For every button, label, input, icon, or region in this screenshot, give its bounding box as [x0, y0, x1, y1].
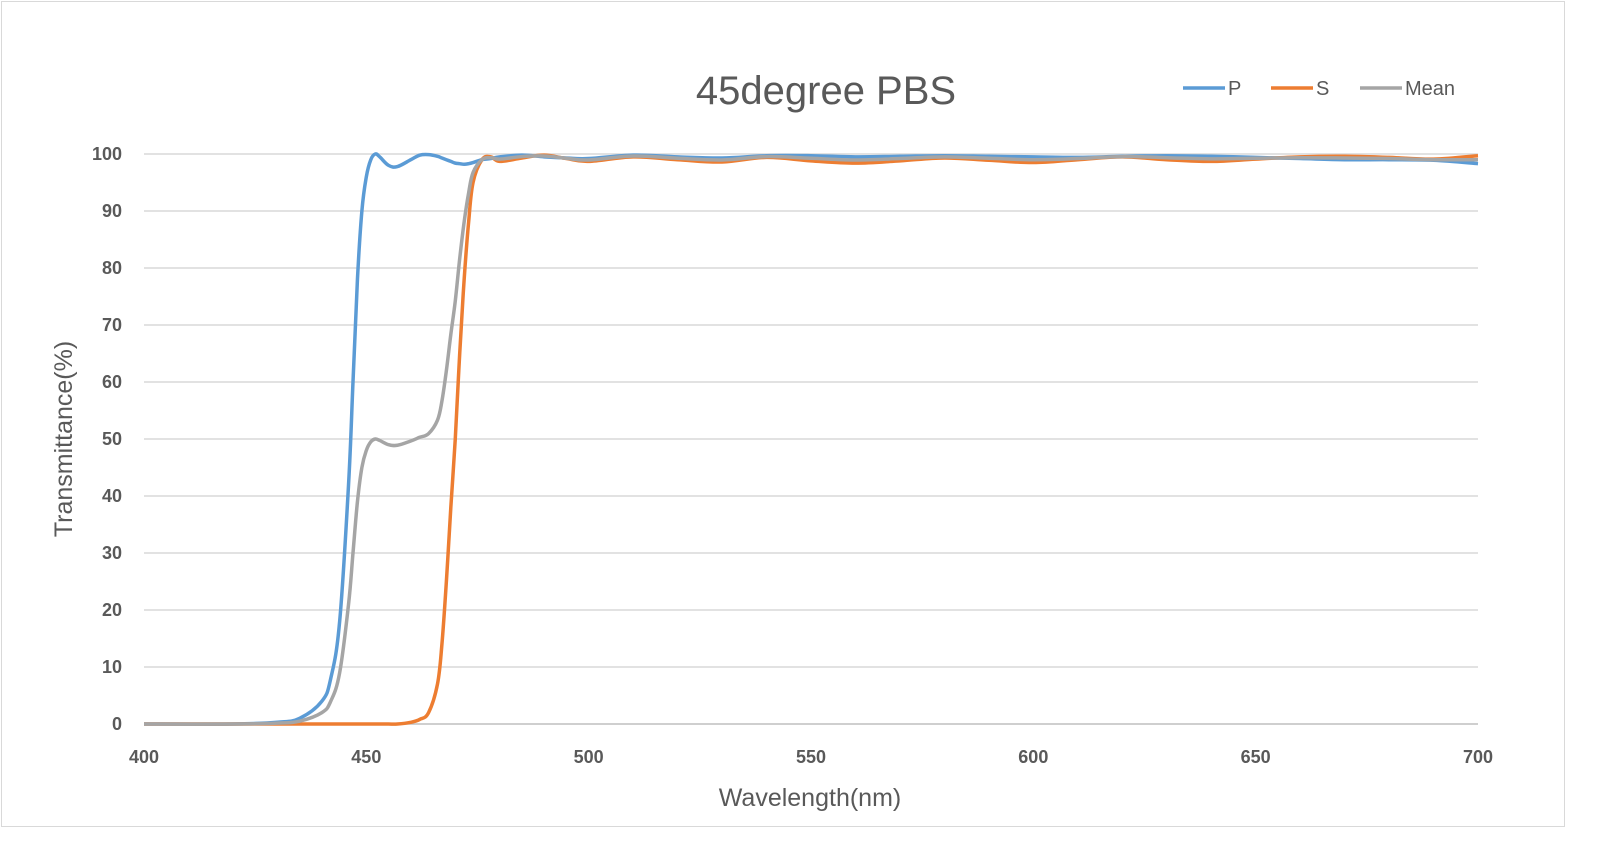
- gridlines: [144, 153, 1478, 725]
- x-axis-label: Wavelength(nm): [719, 784, 901, 812]
- y-tick-70: 70: [102, 315, 122, 335]
- x-tick-650: 650: [1241, 747, 1271, 767]
- x-tick-labels: 400 450 500 550 600 650 700: [129, 747, 1493, 767]
- y-tick-60: 60: [102, 372, 122, 392]
- x-tick-500: 500: [574, 747, 604, 767]
- y-tick-30: 30: [102, 543, 122, 563]
- y-tick-labels: 0 10 20 30 40 50 60 70 80 90 100: [92, 144, 122, 734]
- x-tick-700: 700: [1463, 747, 1493, 767]
- y-tick-40: 40: [102, 486, 122, 506]
- series-line-p: [143, 152, 1479, 726]
- y-tick-50: 50: [102, 429, 122, 449]
- chart-frame: [1, 1, 1565, 827]
- series-lines: [143, 152, 1479, 726]
- y-tick-80: 80: [102, 258, 122, 278]
- x-tick-600: 600: [1018, 747, 1048, 767]
- y-tick-0: 0: [112, 714, 122, 734]
- legend-label-mean: Mean: [1405, 78, 1455, 100]
- y-tick-10: 10: [102, 657, 122, 677]
- y-tick-20: 20: [102, 600, 122, 620]
- x-tick-550: 550: [796, 747, 826, 767]
- legend: P S Mean: [1183, 78, 1455, 100]
- x-tick-450: 450: [351, 747, 381, 767]
- y-tick-90: 90: [102, 201, 122, 221]
- legend-label-s: S: [1316, 78, 1329, 100]
- y-tick-100: 100: [92, 144, 122, 164]
- series-line-mean: [143, 154, 1479, 726]
- y-axis-label: Transmittance(%): [50, 341, 78, 537]
- chart-title: 45degree PBS: [696, 69, 956, 113]
- x-tick-400: 400: [129, 747, 159, 767]
- legend-label-p: P: [1228, 78, 1241, 100]
